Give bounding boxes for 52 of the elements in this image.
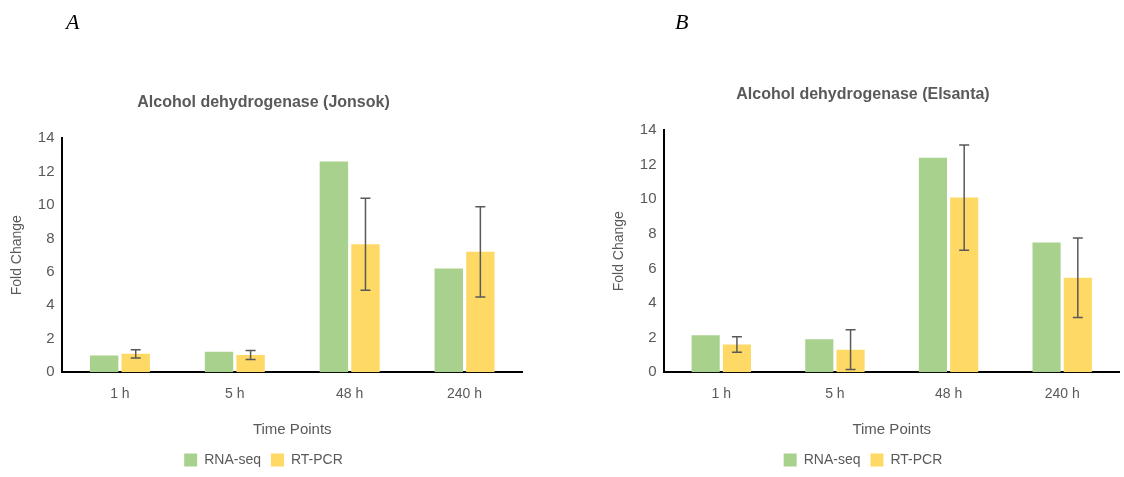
- x-tick-label: 5 h: [825, 385, 845, 402]
- bar: [236, 354, 265, 373]
- text: B: [675, 8, 689, 34]
- y-tick-label: 4: [648, 293, 657, 311]
- y-tick-label: 12: [639, 154, 657, 172]
- bar: [950, 197, 979, 373]
- x-axis-title: Time Points: [252, 420, 332, 438]
- x-tick-label: 240 h: [1044, 385, 1080, 402]
- bar: [434, 268, 463, 373]
- x-tick-label: 1 h: [110, 385, 130, 402]
- y-tick-label: 10: [639, 189, 657, 207]
- bar: [204, 351, 234, 373]
- bar: [466, 251, 495, 373]
- y-axis-title: Fold Change: [610, 210, 627, 292]
- legend-label: RNA-seq: [204, 450, 261, 467]
- legend-label: RT-PCR: [290, 450, 343, 467]
- y-axis-title: Fold Change: [8, 214, 25, 296]
- y-tick-label: 4: [46, 295, 55, 313]
- chart-title: Alcohol dehydrogenase (Elsanta): [736, 85, 990, 103]
- text: A: [64, 8, 80, 34]
- y-tick-label: 14: [37, 128, 55, 146]
- y-tick-label: 8: [46, 228, 55, 246]
- bar: [1063, 277, 1092, 373]
- y-tick-label: 12: [37, 161, 55, 179]
- chart-title: Alcohol dehydrogenase (Jonsok): [137, 93, 390, 111]
- x-tick-label: 5 h: [225, 385, 245, 402]
- x-axis-title: Time Points: [852, 420, 932, 438]
- bar: [89, 355, 119, 373]
- bar: [722, 344, 751, 373]
- x-tick-label: 1 h: [711, 385, 732, 402]
- bar: [805, 339, 834, 373]
- bar: [836, 349, 865, 373]
- y-tick-label: 0: [648, 362, 657, 380]
- y-tick-label: 14: [639, 120, 657, 138]
- y-tick-label: 6: [46, 262, 55, 280]
- bar: [121, 353, 150, 373]
- legend-label: RNA-seq: [803, 450, 861, 467]
- bar: [1032, 242, 1061, 373]
- y-tick-label: 0: [46, 362, 55, 380]
- bar: [351, 244, 380, 373]
- bar: [918, 157, 947, 373]
- y-tick-label: 2: [46, 328, 55, 346]
- bar: [691, 335, 720, 373]
- y-tick-label: 2: [648, 327, 657, 345]
- x-tick-label: 48 h: [336, 385, 364, 402]
- y-tick-label: 10: [37, 195, 55, 213]
- bar: [319, 161, 349, 373]
- x-tick-label: 240 h: [447, 385, 483, 402]
- x-tick-label: 48 h: [934, 385, 963, 402]
- y-tick-label: 8: [648, 224, 657, 242]
- legend-label: RT-PCR: [890, 450, 943, 467]
- y-tick-label: 6: [648, 258, 657, 276]
